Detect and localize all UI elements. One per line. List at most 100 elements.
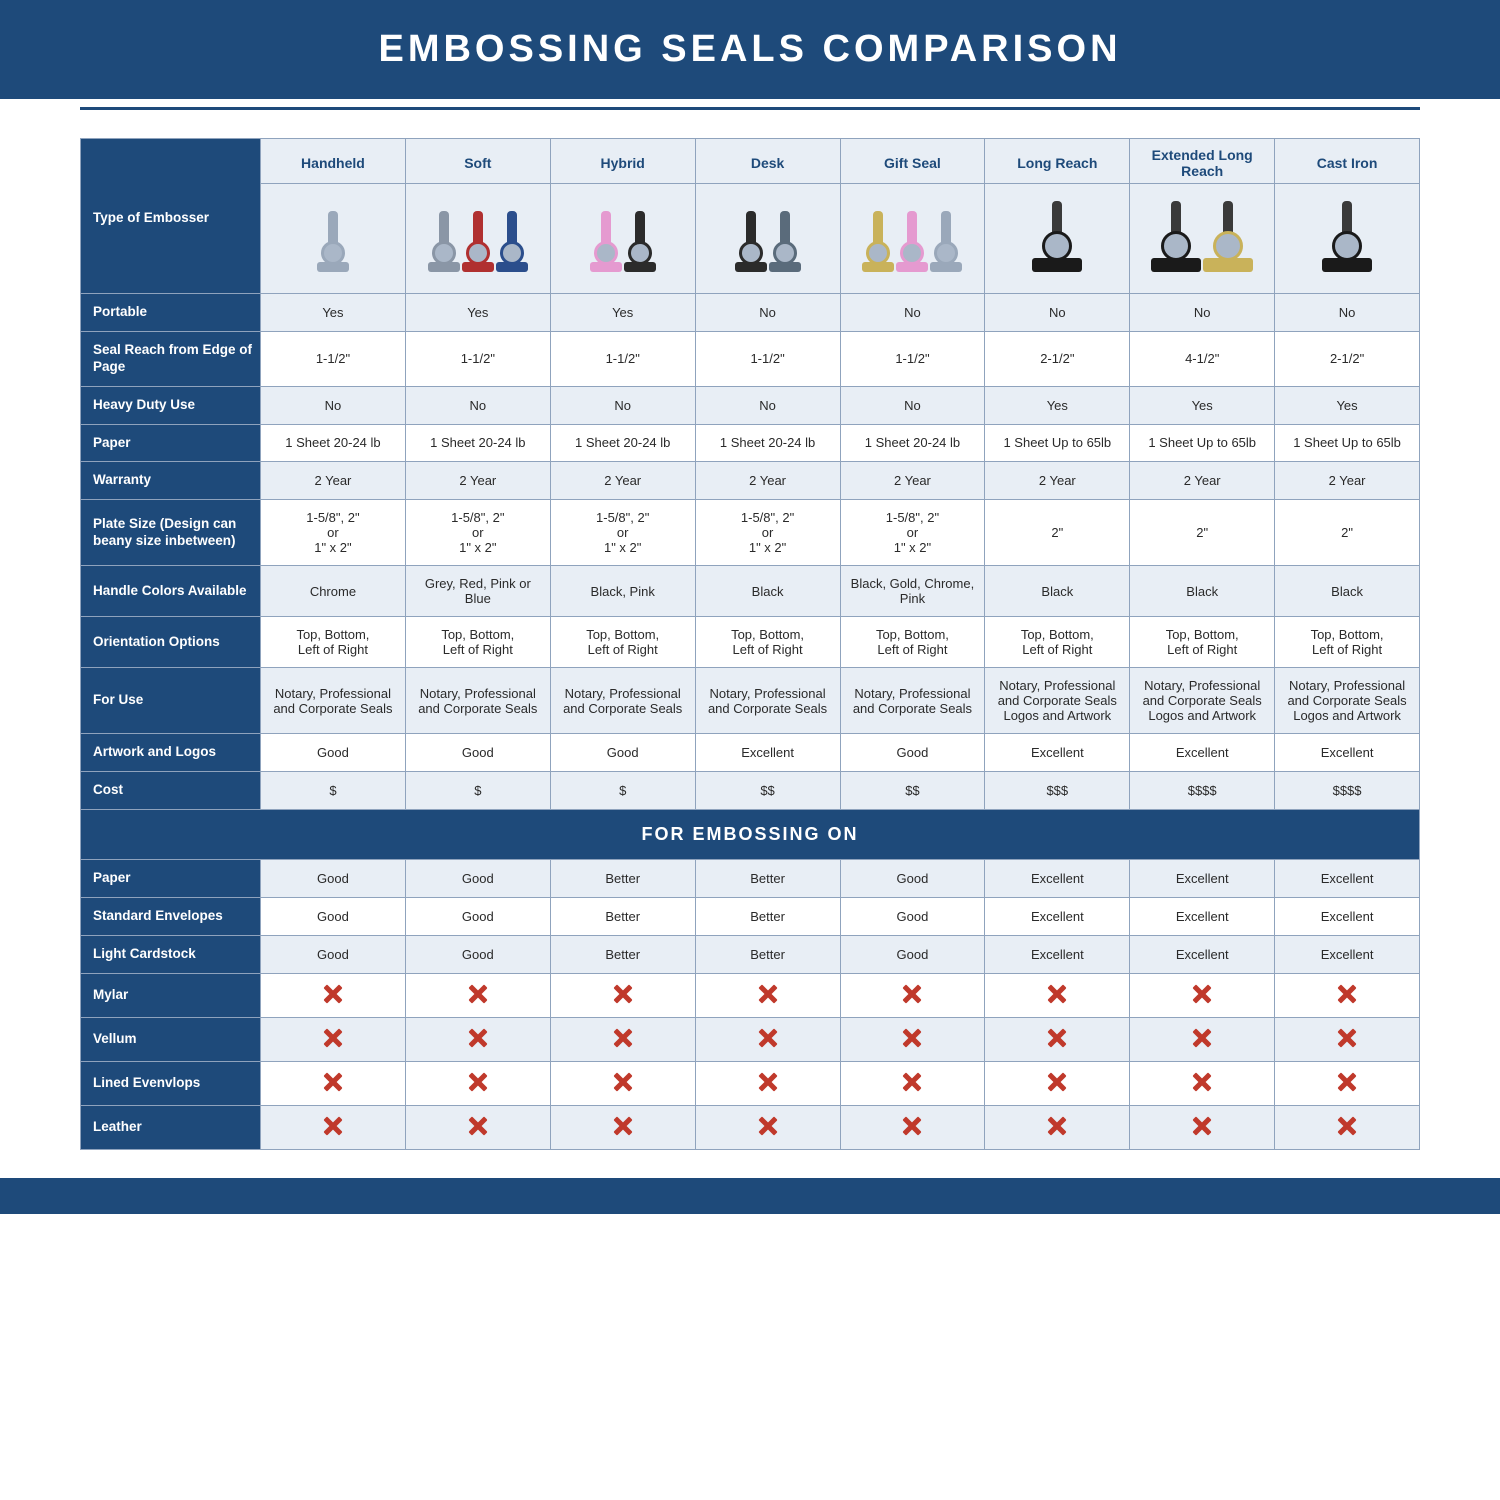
cell [1130,1061,1275,1105]
x-icon [323,1028,343,1048]
x-icon [758,984,778,1004]
cell: 1-1/2" [405,331,550,386]
table-row: PortableYesYesYesNoNoNoNoNo [81,294,1420,332]
cell: 1-5/8", 2" or 1" x 2" [405,500,550,566]
product-image-cell [1130,184,1275,294]
cell [985,1105,1130,1149]
cell: Black, Pink [550,566,695,617]
cell: Good [550,734,695,772]
row-label: Portable [81,294,261,332]
cell: 2 Year [1130,462,1275,500]
cell: Black [1130,566,1275,617]
cell [1275,973,1420,1017]
cell: 1-5/8", 2" or 1" x 2" [840,500,985,566]
x-icon [1337,1028,1357,1048]
cell: $ [405,772,550,810]
cell: 2" [985,500,1130,566]
embosser-icon [1322,202,1372,272]
x-icon [1047,1028,1067,1048]
cell: No [1275,294,1420,332]
cell: 1-1/2" [840,331,985,386]
row-label: Heavy Duty Use [81,386,261,424]
x-icon [1192,1072,1212,1092]
row-label: Lined Evenvlops [81,1061,261,1105]
table-row: Leather [81,1105,1420,1149]
table-wrap: Type of Embosser HandheldSoftHybridDeskG… [0,110,1500,1150]
table-row: Paper1 Sheet 20-24 lb1 Sheet 20-24 lb1 S… [81,424,1420,462]
table-row: Handle Colors AvailableChromeGrey, Red, … [81,566,1420,617]
table-row: Artwork and LogosGoodGoodGoodExcellentGo… [81,734,1420,772]
cell: 2 Year [405,462,550,500]
row-label: Cost [81,772,261,810]
product-image-row [81,184,1420,294]
cell: No [261,386,406,424]
cell: 1-5/8", 2" or 1" x 2" [261,500,406,566]
x-icon [323,1072,343,1092]
cell [1130,973,1275,1017]
row-label: Light Cardstock [81,935,261,973]
cell: Black [695,566,840,617]
column-header: Long Reach [985,139,1130,184]
column-header: Soft [405,139,550,184]
cell: $ [261,772,406,810]
cell: Grey, Red, Pink or Blue [405,566,550,617]
cell [695,973,840,1017]
embosser-icon [862,202,962,272]
cell: Top, Bottom, Left of Right [550,617,695,668]
cell [405,973,550,1017]
product-image-cell [550,184,695,294]
x-icon [1337,1072,1357,1092]
cell: Black [1275,566,1420,617]
cell: Excellent [1275,935,1420,973]
cell: Yes [1275,386,1420,424]
table-row: Heavy Duty UseNoNoNoNoNoYesYesYes [81,386,1420,424]
x-icon [613,984,633,1004]
x-icon [758,1116,778,1136]
cell: No [550,386,695,424]
x-icon [468,984,488,1004]
cell: Good [840,935,985,973]
cell: Notary, Professional and Corporate Seals [550,668,695,734]
cell: 2-1/2" [985,331,1130,386]
product-image-cell [985,184,1130,294]
cell: $$$$ [1275,772,1420,810]
cell [1130,1105,1275,1149]
cell [840,1061,985,1105]
cell: Better [550,860,695,898]
cell [985,1061,1130,1105]
title-bar: EMBOSSING SEALS COMPARISON [0,0,1500,99]
cell: 1-1/2" [695,331,840,386]
cell: No [840,294,985,332]
cell: 1-5/8", 2" or 1" x 2" [695,500,840,566]
cell: 2" [1275,500,1420,566]
cell: $$$ [985,772,1130,810]
x-icon [758,1072,778,1092]
cell: Yes [985,386,1130,424]
cell: Better [695,897,840,935]
table-row: Standard EnvelopesGoodGoodBetterBetterGo… [81,897,1420,935]
row-label: Artwork and Logos [81,734,261,772]
x-icon [902,1028,922,1048]
cell: 2" [1130,500,1275,566]
cell: 1 Sheet Up to 65lb [985,424,1130,462]
cell [1275,1061,1420,1105]
cell: Notary, Professional and Corporate Seals [695,668,840,734]
cell: Top, Bottom, Left of Right [1275,617,1420,668]
column-header: Cast Iron [1275,139,1420,184]
cell: Notary, Professional and Corporate Seals [840,668,985,734]
table-row: For UseNotary, Professional and Corporat… [81,668,1420,734]
cell [695,1017,840,1061]
cell: No [1130,294,1275,332]
cell [1130,1017,1275,1061]
x-icon [1192,1116,1212,1136]
cell [695,1061,840,1105]
cell: Excellent [1130,897,1275,935]
cell: No [840,386,985,424]
cell: Excellent [1130,734,1275,772]
cell: Better [695,935,840,973]
cell: Top, Bottom, Left of Right [985,617,1130,668]
cell: Yes [1130,386,1275,424]
row-label: Paper [81,860,261,898]
cell: 1-1/2" [550,331,695,386]
table-row: Mylar [81,973,1420,1017]
